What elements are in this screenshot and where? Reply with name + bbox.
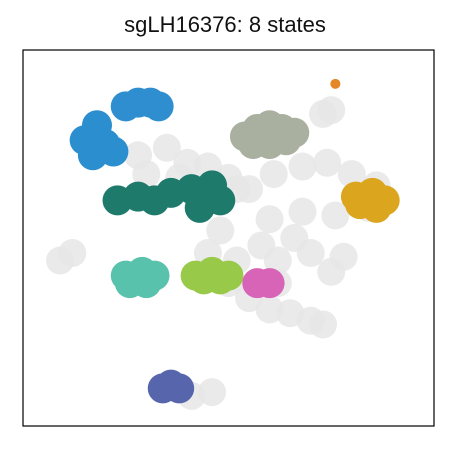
state-series-9: [330, 78, 341, 89]
state-point-2-6: [238, 129, 269, 159]
background-point-11: [337, 160, 366, 189]
state-series-4: [340, 177, 400, 223]
state-series-3: [102, 170, 236, 223]
state-point-4-4: [361, 192, 392, 223]
background-point-15: [288, 197, 317, 226]
background-point-10: [313, 148, 342, 177]
state-series-6: [180, 256, 244, 295]
background-point-16: [255, 205, 284, 234]
background-point-9: [288, 152, 317, 181]
state-point-6-4: [205, 264, 236, 295]
background-point-37: [198, 378, 227, 407]
state-points-layer: [69, 78, 400, 404]
state-point-9-0: [330, 78, 341, 89]
chart-title: sgLH16376: 8 states: [124, 12, 326, 37]
background-point-8: [259, 160, 288, 189]
background-point-28: [329, 242, 358, 271]
state-series-5: [110, 256, 170, 299]
state-series-0: [69, 110, 129, 171]
state-point-7-1: [254, 268, 285, 299]
state-series-7: [242, 268, 285, 299]
state-point-2-7: [271, 125, 302, 156]
background-point-14: [321, 201, 350, 230]
background-point-1: [152, 133, 181, 162]
state-point-3-7: [205, 185, 236, 216]
background-point-3: [132, 160, 161, 189]
background-point-18: [206, 216, 235, 245]
state-series-1: [110, 87, 174, 122]
background-point-31: [263, 246, 292, 275]
background-point-26: [309, 310, 338, 339]
state-point-0-4: [77, 140, 108, 171]
background-point-29: [296, 239, 325, 268]
state-point-8-2: [164, 373, 195, 404]
state-point-1-3: [143, 91, 174, 122]
background-point-33: [58, 239, 87, 268]
state-point-5-4: [131, 268, 162, 299]
state-series-2: [229, 110, 310, 159]
state-series-8: [147, 369, 195, 404]
background-point-35: [317, 96, 346, 125]
